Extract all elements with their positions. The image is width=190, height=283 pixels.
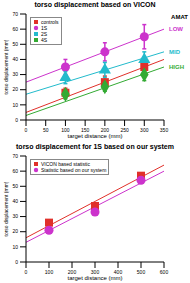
svg-text:MID: MID [169,49,181,55]
svg-text:600: 600 [160,269,169,275]
html-text:controls: controls [41,19,59,25]
svg-text:40: 40 [12,198,18,204]
svg-text:10: 10 [12,244,18,250]
svg-text:60: 60 [12,168,18,174]
svg-text:50: 50 [12,183,18,189]
html-text:AMAT: AMAT [171,14,188,20]
svg-text:300: 300 [140,127,149,133]
svg-text:30: 30 [12,213,18,219]
svg-text:0: 0 [25,127,28,133]
html-text:Statistic based on our system: Statistic based on our system [41,167,107,173]
svg-text:0: 0 [25,269,28,275]
svg-text:HIGH: HIGH [169,64,182,70]
svg-text:50: 50 [12,41,18,47]
svg-text:100: 100 [45,269,54,275]
svg-text:20: 20 [12,86,18,92]
svg-text:40: 40 [12,56,18,62]
svg-text:20: 20 [12,228,18,234]
svg-text:70: 70 [12,153,18,159]
svg-text:torso displacement (mm): torso displacement (mm) [8,39,9,94]
svg-text:200: 200 [68,269,77,275]
svg-text:30: 30 [12,71,18,77]
svg-text:300: 300 [91,269,100,275]
html-text:torso displacement based on VI: torso displacement based on VICON [34,1,156,8]
html-text:torso displacement for 1S base: torso displacement for 1S based on our s… [16,143,174,150]
svg-text:500: 500 [137,269,146,275]
html-text:VICON based statistic: VICON based statistic [41,161,90,167]
svg-text:target distance (mm): target distance (mm) [67,275,122,281]
svg-text:0: 0 [15,259,18,265]
svg-text:LOW: LOW [169,26,182,32]
svg-text:350: 350 [160,127,169,133]
svg-text:50: 50 [43,127,49,133]
svg-text:target distance (mm): target distance (mm) [67,133,122,139]
html-text:4S: 4S [41,37,48,43]
svg-text:400: 400 [114,269,123,275]
html-text:2S: 2S [41,31,48,37]
svg-text:torso displacement (mm): torso displacement (mm) [8,181,9,236]
svg-text:60: 60 [12,26,18,32]
svg-text:0: 0 [15,117,18,123]
svg-text:10: 10 [12,102,18,108]
svg-text:200: 200 [101,127,110,133]
svg-text:250: 250 [120,127,129,133]
svg-text:70: 70 [12,11,18,17]
html-text:1S: 1S [41,25,48,31]
svg-text:100: 100 [61,127,70,133]
svg-text:150: 150 [81,127,90,133]
